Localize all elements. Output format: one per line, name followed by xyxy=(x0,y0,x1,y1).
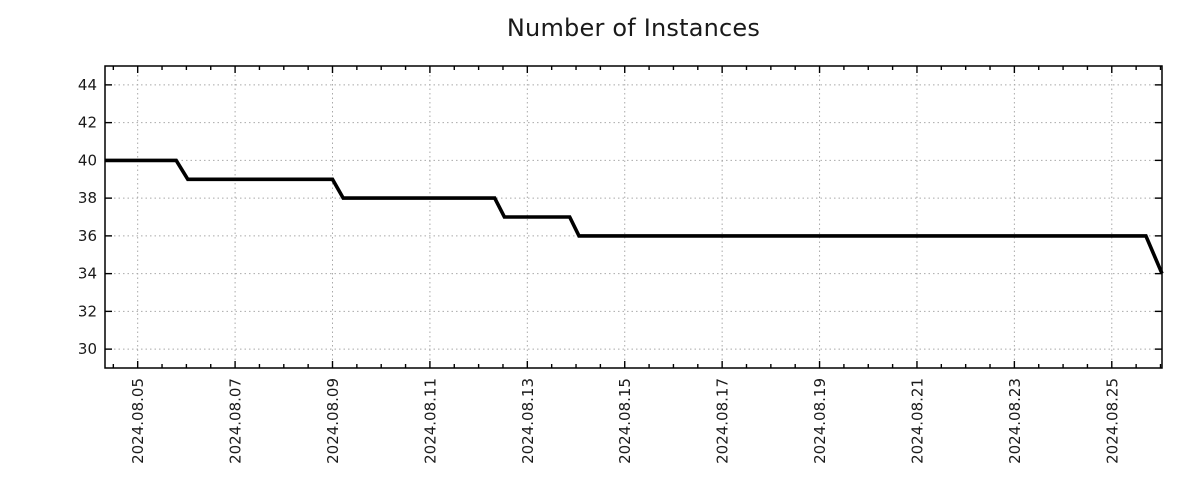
x-tick-labels: 2024.08.05 2024.08.07 2024.08.09 2024.08.11… xyxy=(129,378,1121,464)
chart-title: Number of Instances xyxy=(506,14,761,42)
x-tick-label: 2024.08.09 xyxy=(324,378,342,464)
y-tick-label: 32 xyxy=(78,302,97,320)
y-tick-label: 34 xyxy=(78,265,97,283)
x-tick-label: 2024.08.23 xyxy=(1006,378,1024,464)
x-tick-label: 2024.08.11 xyxy=(421,378,439,464)
y-tick-labels: 30 32 34 36 38 40 42 44 xyxy=(78,76,97,358)
x-tick-label: 2024.08.13 xyxy=(519,378,537,464)
y-tick-label: 38 xyxy=(78,189,97,207)
plot-border xyxy=(104,65,1163,369)
series-line-instances xyxy=(105,158,1164,275)
x-tick-label: 2024.08.05 xyxy=(129,378,147,464)
y-tick-label: 30 xyxy=(78,340,97,358)
y-tick-label: 44 xyxy=(78,76,97,94)
x-tick-label: 2024.08.15 xyxy=(616,378,634,464)
x-tick-label: 2024.08.21 xyxy=(908,378,926,464)
x-tick-label: 2024.08.17 xyxy=(714,378,732,464)
y-tick-label: 42 xyxy=(78,114,97,132)
x-tick-label: 2024.08.07 xyxy=(227,378,245,464)
x-tick-label: 2024.08.19 xyxy=(811,378,829,464)
axis-ticks xyxy=(105,66,1162,368)
x-tick-label: 2024.08.25 xyxy=(1103,378,1121,464)
y-tick-label: 40 xyxy=(78,151,97,169)
y-tick-label: 36 xyxy=(78,227,97,245)
gridlines xyxy=(105,66,1162,368)
